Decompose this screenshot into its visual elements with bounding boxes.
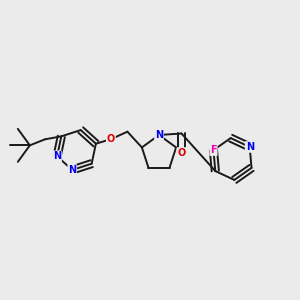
Text: O: O (107, 134, 115, 144)
Text: N: N (68, 165, 76, 175)
Text: N: N (155, 130, 163, 140)
Text: N: N (246, 142, 254, 152)
Text: F: F (210, 145, 217, 155)
Text: O: O (177, 148, 186, 158)
Text: N: N (53, 151, 61, 161)
